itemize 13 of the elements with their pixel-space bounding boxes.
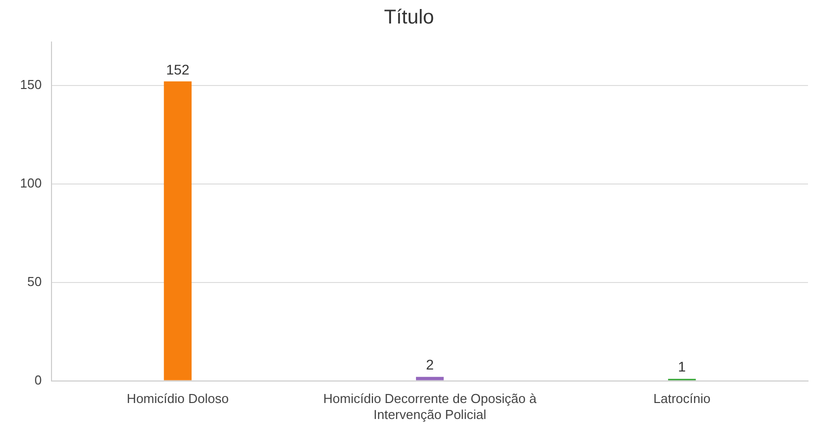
y-tick-label: 150 [20,76,42,92]
y-tick-label: 50 [27,274,42,289]
x-tick-label: Homicídio Doloso [126,391,229,406]
data-label: 152 [166,61,190,78]
bar [164,81,192,380]
bar [416,376,444,380]
y-tick-label: 0 [34,372,42,388]
x-tick-label: Latrocínio [653,391,710,406]
x-tick-label: Homicídio Decorrente de Oposição à Intervenção Policial [323,391,538,422]
data-label: 2 [426,356,434,373]
y-tick-label: 100 [20,175,42,190]
chart-title: Título [384,6,434,29]
data-label: 1 [678,358,686,375]
